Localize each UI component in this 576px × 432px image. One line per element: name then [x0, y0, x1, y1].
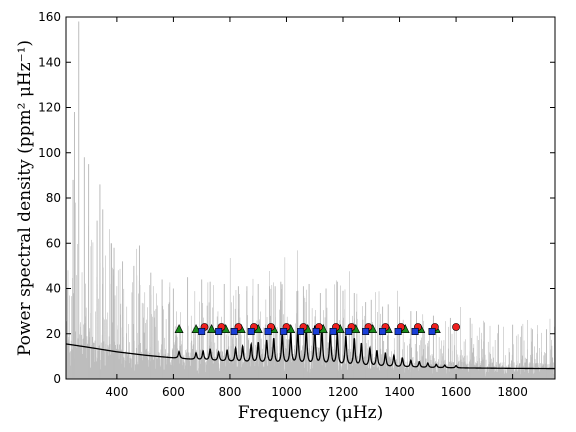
mode-marker-square	[198, 327, 206, 335]
x-tick-label: 600	[162, 385, 185, 399]
mode-marker-square	[264, 327, 272, 335]
y-axis-title: Power spectral density (ppm² μHz⁻¹)	[15, 40, 35, 356]
mode-marker-square	[329, 327, 337, 335]
x-axis-title: Frequency (μHz)	[238, 403, 383, 423]
model-fit-line	[66, 325, 555, 370]
mode-marker-triangle	[174, 324, 184, 334]
mode-marker-square	[215, 327, 223, 335]
mode-marker-circle	[452, 323, 460, 331]
mode-marker-square	[362, 327, 370, 335]
mode-marker-square	[297, 327, 305, 335]
x-tick-label: 1200	[328, 385, 359, 399]
mode-marker-square	[230, 327, 238, 335]
mode-marker-square	[345, 327, 353, 335]
mode-marker-square	[428, 327, 436, 335]
x-tick-label: 400	[105, 385, 128, 399]
x-tick-label: 1400	[384, 385, 415, 399]
y-tick-label: 120	[38, 101, 61, 115]
x-tick-label: 1800	[497, 385, 528, 399]
mode-marker-square	[312, 327, 320, 335]
y-tick-label: 0	[53, 372, 61, 386]
mode-marker-square	[280, 327, 288, 335]
mode-marker-square	[394, 327, 402, 335]
mode-marker-square	[247, 327, 255, 335]
x-tick-label: 1000	[271, 385, 302, 399]
plot-area	[66, 21, 555, 379]
x-tick-label: 1600	[441, 385, 472, 399]
y-tick-label: 60	[46, 236, 61, 250]
mode-marker-square	[411, 327, 419, 335]
y-tick-label: 160	[38, 10, 61, 24]
mode-marker-square	[379, 327, 387, 335]
y-tick-label: 140	[38, 55, 61, 69]
y-tick-label: 80	[46, 191, 61, 205]
x-tick-label: 800	[218, 385, 241, 399]
mode-marker-triangle	[207, 324, 217, 334]
y-tick-label: 100	[38, 146, 61, 160]
y-tick-label: 20	[46, 327, 61, 341]
mode-marker-triangle	[191, 324, 201, 334]
y-tick-label: 40	[46, 282, 61, 296]
axes: 0 20 40 60 80 100 120 140 160 400 600 800 1000 1200 14…	[38, 10, 555, 399]
